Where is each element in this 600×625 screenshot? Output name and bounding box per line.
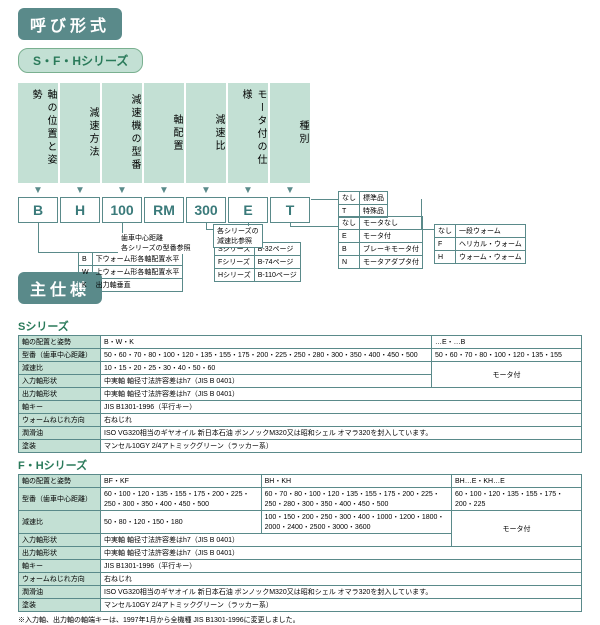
model-note: 歯車中心距離各シリーズの型番参照 [118, 232, 194, 254]
s-series-label: Sシリーズ [18, 318, 582, 334]
footnote: ※入力軸、出力軸の軸端キーは、1997年1月から全機種 JIS B1301-19… [18, 615, 582, 625]
column-header: 減速機の型番 [102, 83, 142, 183]
column-header: 軸配置 [144, 83, 184, 183]
arrow-down-icon: ▼ [144, 185, 184, 196]
arrow-down-icon: ▼ [60, 185, 100, 196]
arrow-down-icon: ▼ [270, 185, 310, 196]
ratio-note: 各シリーズの減速比参照 [213, 224, 263, 248]
code-box: B [18, 197, 58, 223]
arrow-down-icon: ▼ [102, 185, 142, 196]
series-ref-table: SシリーズB-32ページFシリーズB-74ページHシリーズB-110ページ [214, 242, 301, 282]
arrow-down-icon: ▼ [18, 185, 58, 196]
code-box: T [270, 197, 310, 223]
column-header: モータ付の仕様 [228, 83, 268, 183]
column-header: 減速方法 [60, 83, 100, 183]
column-header: 減速比 [186, 83, 226, 183]
column-header: 軸の位置と姿勢 [18, 83, 58, 183]
code-box: H [60, 197, 100, 223]
fh-spec-table: 軸の配置と姿勢BF・KFBH・KHBH…E・KH…E型番（歯車中心距離）60・1… [18, 474, 582, 612]
column-header: 種別 [270, 83, 310, 183]
position-table: B下ウォーム形各軸配置水平W上ウォーム形各軸配置水平K出力軸垂直 [78, 252, 183, 292]
s-spec-table: 軸の配置と姿勢B・W・K…E・…B型番（歯車中心距離）50・60・70・80・1… [18, 335, 582, 453]
naming-diagram: 軸の位置と姿勢減速方法減速機の型番軸配置減速比モータ付の仕様種別 ▼▼▼▼▼▼▼… [18, 83, 582, 268]
code-box: E [228, 197, 268, 223]
method-table: なし一段ウォームFヘリカル・ウォームHウォーム・ウォーム [434, 224, 526, 264]
arrow-down-icon: ▼ [186, 185, 226, 196]
code-box: 100 [102, 197, 142, 223]
code-box: RM [144, 197, 184, 223]
code-box: 300 [186, 197, 226, 223]
arrow-down-icon: ▼ [228, 185, 268, 196]
series-tag: S・F・Hシリーズ [18, 48, 143, 73]
main-title: 呼び形式 [18, 8, 122, 40]
motor-table: なしモータなしEモータ付Bブレーキモータ付Nモータアダプタ付 [338, 216, 423, 269]
type-table: なし標準品T特殊品 [338, 191, 388, 218]
fh-series-label: F・Hシリーズ [18, 457, 582, 473]
